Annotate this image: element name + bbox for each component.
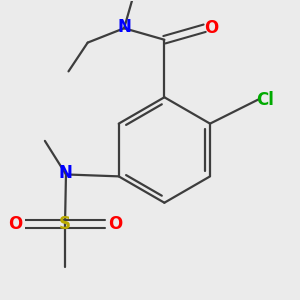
Text: N: N bbox=[117, 18, 131, 36]
Text: O: O bbox=[8, 215, 22, 233]
Text: S: S bbox=[59, 215, 71, 233]
Text: O: O bbox=[204, 19, 218, 37]
Text: O: O bbox=[108, 215, 122, 233]
Text: N: N bbox=[58, 164, 72, 182]
Text: Cl: Cl bbox=[256, 91, 274, 109]
